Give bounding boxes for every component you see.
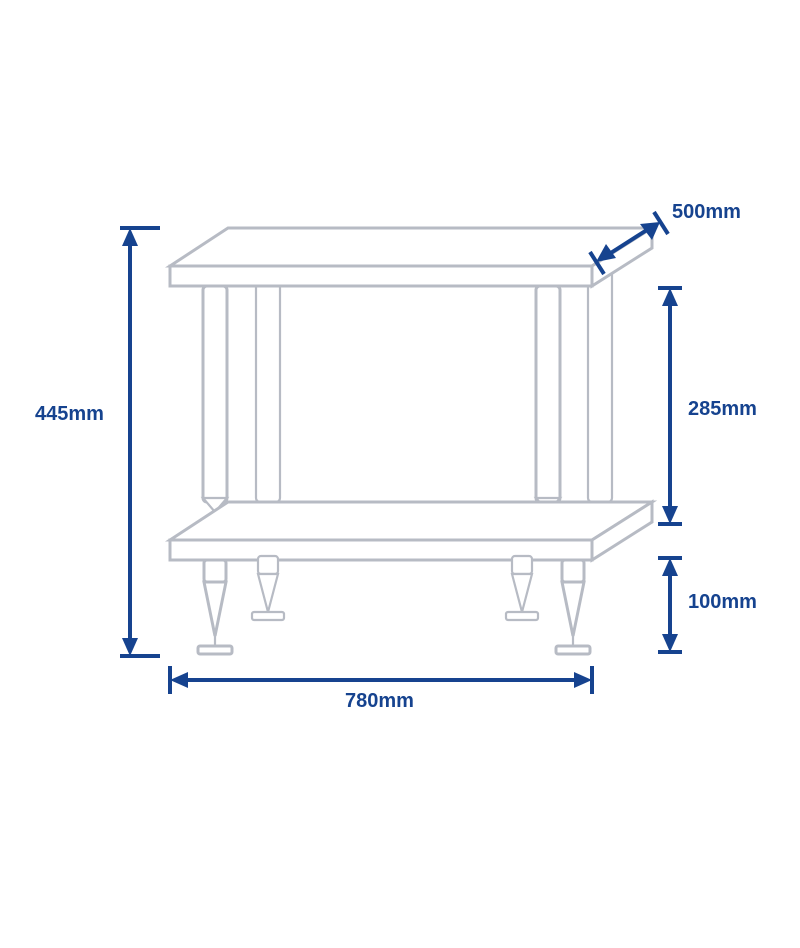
- bottom-shelf: [170, 502, 652, 560]
- dimension-diagram: 445mm 780mm 500mm 285mm 100mm: [0, 0, 800, 948]
- feet: [198, 556, 590, 654]
- top-shelf: [170, 228, 652, 286]
- label-feet-height: 100mm: [688, 591, 757, 613]
- dim-mid-height: [658, 288, 682, 524]
- dim-feet-height: [658, 558, 682, 652]
- label-depth: 500mm: [672, 201, 741, 223]
- dim-total-height: [120, 228, 160, 656]
- label-total-height: 445mm: [35, 403, 104, 425]
- label-width: 780mm: [345, 690, 414, 712]
- label-mid-height: 285mm: [688, 398, 757, 420]
